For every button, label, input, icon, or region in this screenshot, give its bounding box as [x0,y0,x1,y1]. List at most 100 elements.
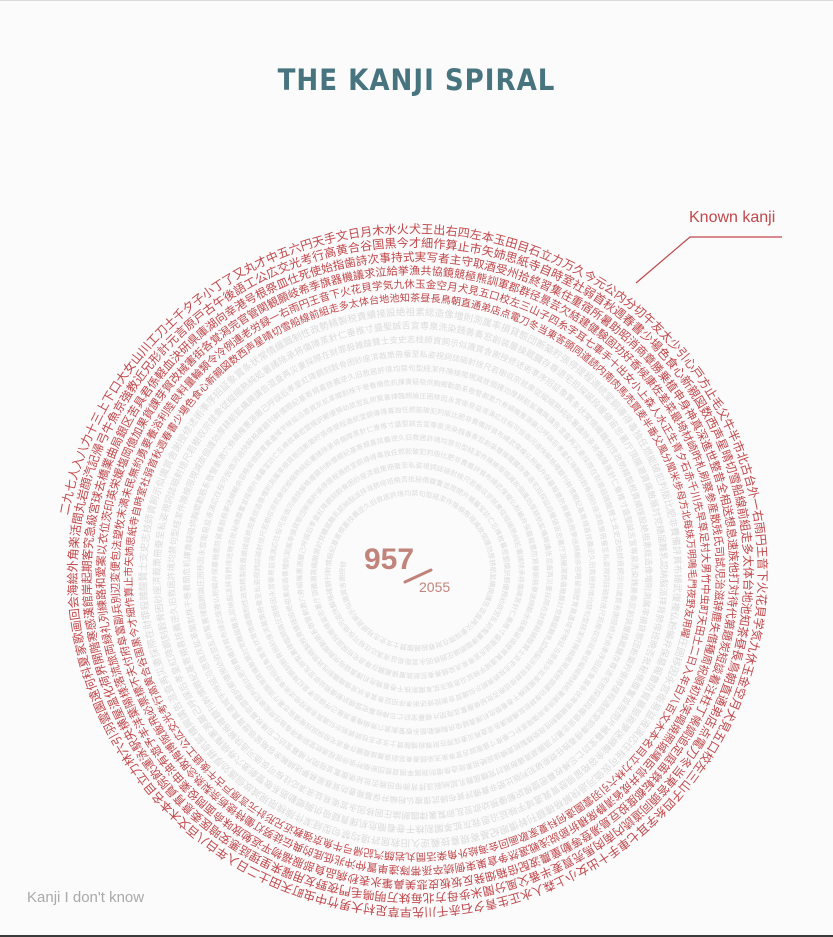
unknown-kanji: 責 [630,490,642,501]
unknown-kanji: 恩 [200,661,212,673]
known-kanji: 地 [379,292,390,306]
unknown-kanji: 演 [206,502,218,513]
known-kanji: 竹 [699,574,712,585]
known-kanji: 矢 [480,243,495,259]
known-kanji: 今 [396,235,409,250]
known-kanji: 父 [515,872,531,889]
known-kanji: 海 [65,584,81,597]
unknown-kanji: 疑 [412,377,419,386]
unknown-kanji: 派 [657,587,669,597]
known-kanji: 雪 [279,320,293,335]
unknown-kanji: 境 [165,562,177,571]
known-kanji: 石 [460,900,474,916]
known-kanji: 牛 [98,419,117,436]
unknown-kanji: 尊 [607,660,619,671]
known-kanji: 一 [747,497,763,512]
unknown-kanji: 敵 [508,758,520,771]
unknown-kanji: 衛 [198,532,209,542]
known-kanji: 巣 [475,856,489,871]
unknown-kanji: 背 [654,604,667,615]
known-kanji: 五 [477,287,490,301]
known-kanji: 玉 [415,279,426,291]
unknown-kanji: 冊 [395,350,404,360]
unknown-kanji: 防 [339,783,350,795]
unknown-kanji: 豊 [347,786,358,798]
known-kanji: 丸 [241,259,258,277]
known-kanji: 黄 [142,674,158,688]
known-kanji: 細 [124,606,138,618]
unknown-kanji: 似 [458,340,469,352]
unknown-kanji: 腸 [535,742,547,754]
known-kanji: 副 [111,613,126,626]
known-kanji: 兆 [333,853,347,868]
known-count: 957 [364,543,415,576]
unknown-kanji: 沿 [488,810,500,823]
known-kanji: 朝 [721,670,738,686]
unknown-kanji: 脳 [434,781,443,792]
known-kanji: 相 [717,492,733,506]
known-kanji: 引 [107,730,125,747]
unknown-kanji: 私 [156,521,169,532]
known-kanji: 開 [90,651,107,666]
known-kanji: 打 [727,573,741,585]
known-kanji: 先 [691,500,705,513]
known-kanji: 川 [688,490,702,503]
known-kanji: 雨 [287,301,302,316]
unknown-kanji: 穀 [330,361,341,373]
known-kanji: 童 [548,844,564,862]
known-kanji: 歯 [343,255,358,271]
known-kanji: 伝 [280,834,295,850]
known-kanji: 遠 [86,687,103,703]
unknown-kanji: 翌 [463,803,474,816]
known-kanji: 希 [296,281,311,298]
known-kanji: 村 [362,901,376,916]
unknown-kanji: 秘 [354,774,364,786]
known-kanji: 万 [386,890,399,905]
unknown-kanji: 境 [359,831,371,846]
known-kanji: 急 [82,524,97,538]
known-kanji: 弓 [94,430,112,447]
unknown-kanji: 干 [406,823,415,834]
unknown-kanji: 泉 [429,320,439,333]
unknown-kanji: 創 [490,333,502,347]
known-kanji: 二 [245,863,262,881]
known-kanji: 長 [729,648,746,663]
unknown-kanji: 易 [322,792,334,805]
known-kanji: 阜 [115,634,130,648]
known-kanji: 柱 [697,692,714,708]
known-kanji: 早 [693,510,707,523]
known-kanji: 求 [363,266,376,280]
known-kanji: 曲 [103,445,120,461]
unknown-kanji: 営 [338,798,350,812]
unknown-kanji: 腹 [339,769,350,781]
unknown-kanji: 糖 [654,524,667,535]
known-kanji: 孫 [421,863,433,876]
known-kanji: 線 [298,310,312,326]
known-kanji: 万 [684,539,696,550]
known-kanji: 太 [741,555,755,568]
known-kanji: 小 [563,867,580,885]
known-kanji: 練 [95,599,110,612]
unknown-kanji: 応 [208,495,220,506]
unknown-kanji: 納 [441,780,450,791]
unknown-kanji: 済 [370,351,380,362]
unknown-kanji: 誌 [451,353,461,364]
unknown-kanji: 総 [643,549,654,559]
unknown-kanji: 乳 [457,777,467,789]
unknown-kanji: 破 [412,447,419,456]
known-kanji: 案 [94,555,108,567]
unknown-kanji: 裏 [428,809,438,822]
known-kanji: 辞 [711,600,726,612]
known-kanji: 兄 [272,815,287,830]
unknown-kanji: 届 [472,773,482,784]
known-kanji: 四 [546,313,561,329]
unknown-kanji: 易 [201,525,211,534]
unknown-kanji: 批 [362,776,372,787]
unknown-kanji: 可 [219,475,231,486]
known-kanji: 雲 [96,709,114,726]
unknown-kanji: 基 [478,827,491,842]
known-kanji: 事 [379,251,392,266]
unknown-kanji: 傷 [301,340,314,355]
unknown-kanji: 酸 [136,581,149,592]
known-kanji: 年 [676,673,692,687]
